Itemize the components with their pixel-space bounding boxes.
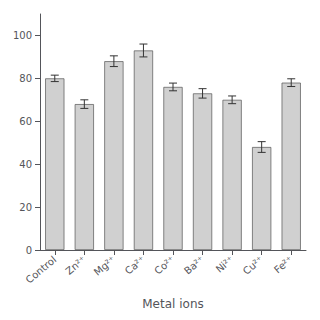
svg-text:80: 80	[19, 73, 32, 84]
svg-text:20: 20	[19, 202, 32, 213]
svg-text:Control: Control	[24, 254, 59, 286]
svg-text:Ba²⁺: Ba²⁺	[182, 254, 206, 277]
svg-text:100: 100	[13, 30, 32, 41]
svg-text:60: 60	[19, 116, 32, 127]
svg-text:Cu²⁺: Cu²⁺	[241, 254, 265, 277]
svg-text:Co²⁺: Co²⁺	[152, 254, 176, 277]
svg-text:40: 40	[19, 159, 32, 170]
svg-text:Fe²⁺: Fe²⁺	[272, 254, 295, 276]
svg-text:Ni²⁺: Ni²⁺	[214, 254, 236, 275]
svg-text:Ca²⁺: Ca²⁺	[123, 254, 147, 277]
svg-text:0: 0	[26, 245, 32, 256]
svg-text:Mg²⁺: Mg²⁺	[92, 254, 118, 278]
svg-text:Zn²⁺: Zn²⁺	[64, 254, 88, 277]
svg-text:Metal ions: Metal ions	[142, 297, 203, 311]
